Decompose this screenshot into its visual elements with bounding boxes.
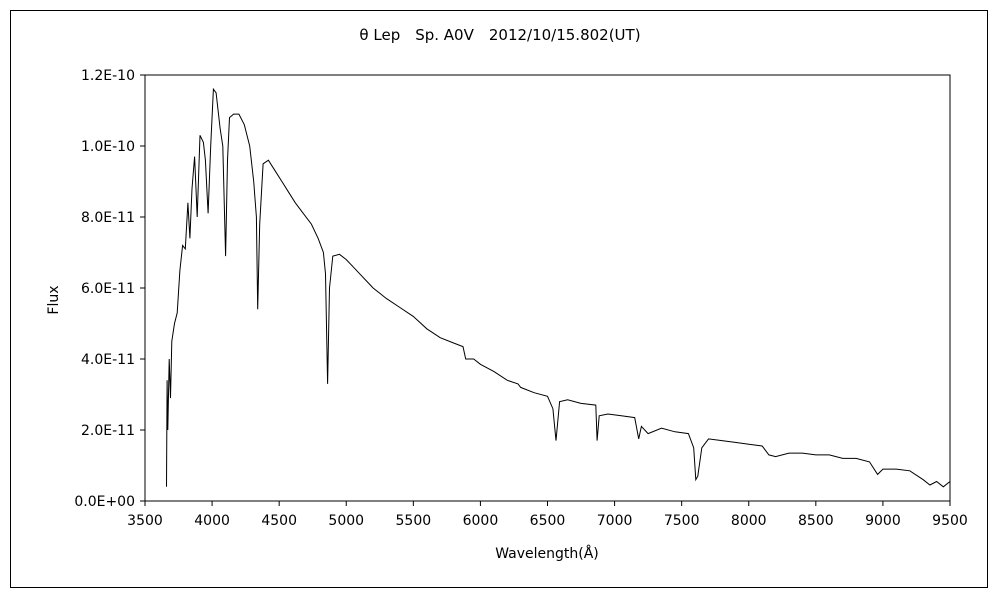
chart-frame bbox=[10, 10, 988, 588]
plot-area bbox=[144, 74, 951, 502]
y-tick-label: 2.0E-11 bbox=[81, 423, 135, 439]
y-tick-label: 4.0E-11 bbox=[81, 352, 135, 368]
x-tick-label: 8500 bbox=[798, 513, 834, 529]
x-tick-label: 7500 bbox=[664, 513, 700, 529]
x-tick-label: 5000 bbox=[328, 513, 364, 529]
y-tick-label: 0.0E+00 bbox=[74, 494, 135, 510]
x-tick-label: 9500 bbox=[932, 513, 968, 529]
x-axis: 3500 4000 4500 5000 5500 6000 6500 7000 7500 8000… bbox=[127, 501, 968, 529]
x-tick-label: 5500 bbox=[396, 513, 432, 529]
x-tick-label: 4000 bbox=[194, 513, 230, 529]
y-axis-label: Flux bbox=[46, 285, 62, 314]
x-tick-label: 3500 bbox=[127, 513, 163, 529]
y-tick-label: 1.2E-10 bbox=[81, 68, 135, 84]
y-tick-label: 1.0E-10 bbox=[81, 139, 135, 155]
x-axis-label: Wavelength(Å) bbox=[495, 545, 599, 562]
x-tick-label: 7000 bbox=[597, 513, 633, 529]
flux-series-line bbox=[166, 87, 951, 488]
x-tick-label: 6500 bbox=[530, 513, 566, 529]
y-axis: 0.0E+00 2.0E-11 4.0E-11 6.0E-11 8.0E-11 1.0E-… bbox=[74, 68, 145, 510]
x-tick-label: 4500 bbox=[261, 513, 297, 529]
x-tick-label: 8000 bbox=[731, 513, 767, 529]
x-tick-label: 6000 bbox=[463, 513, 499, 529]
y-tick-label: 8.0E-11 bbox=[81, 210, 135, 226]
x-tick-label: 9000 bbox=[865, 513, 901, 529]
y-tick-label: 6.0E-11 bbox=[81, 281, 135, 297]
chart-title: θ Lep Sp. A0V 2012/10/15.802(UT) bbox=[359, 26, 640, 44]
